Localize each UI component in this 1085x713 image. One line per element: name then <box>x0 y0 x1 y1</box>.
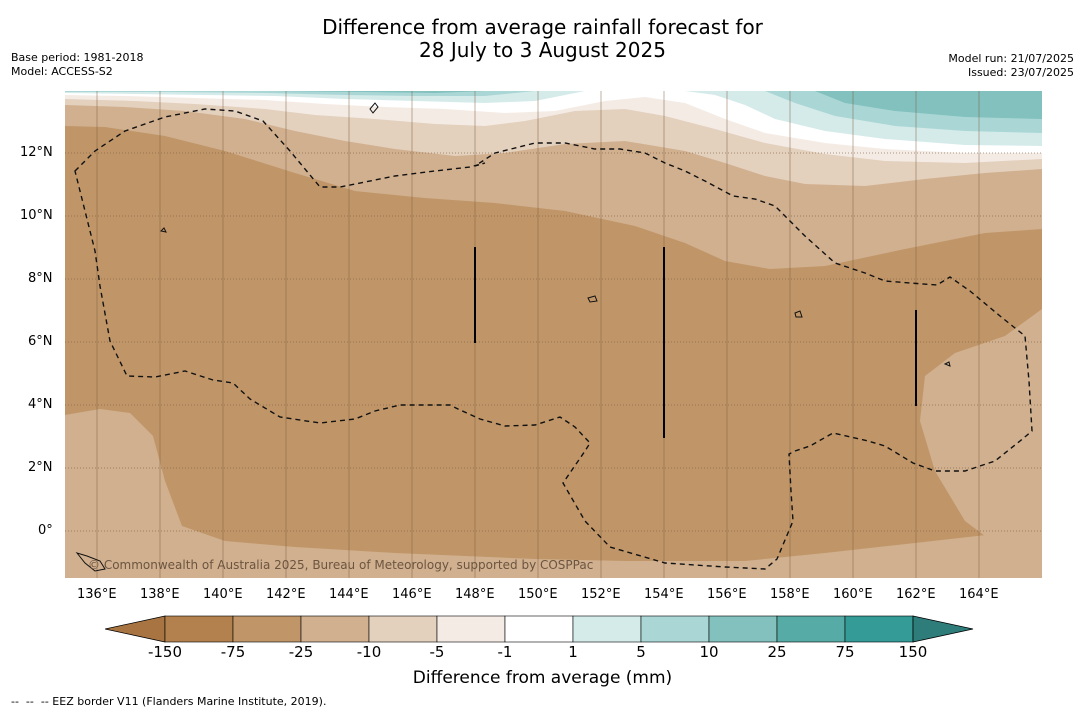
colorbar-end-low <box>104 615 166 643</box>
lon-label-136e: 136°E <box>77 587 117 602</box>
colorbar-tick-label: 150 <box>898 643 928 661</box>
colorbar <box>104 614 980 644</box>
colorbar-segment <box>164 615 234 643</box>
colorbar-tick-label: -25 <box>288 643 314 661</box>
colorbar-segment <box>572 615 642 643</box>
colorbar-tick-label: -1 <box>497 643 513 661</box>
colorbar-segment <box>776 615 846 643</box>
colorbar-tick-label: 10 <box>699 643 719 661</box>
lat-label-2n: 2°N <box>28 460 53 475</box>
latitude-grid <box>65 152 1042 532</box>
lat-label-8n: 8°N <box>28 271 53 286</box>
lon-label-150e: 150°E <box>518 587 558 602</box>
lon-label-160e: 160°E <box>833 587 873 602</box>
issued-text: Issued: 23/07/2025 <box>967 66 1074 79</box>
model-text: Model: ACCESS-S2 <box>11 65 113 78</box>
title-line-1: Difference from average rainfall forecas… <box>322 15 763 39</box>
lat-label-12n: 12°N <box>20 145 53 160</box>
colorbar-svg <box>104 615 974 643</box>
forecast-markers <box>474 247 917 438</box>
colorbar-tick-label: 25 <box>767 643 787 661</box>
region-dry-25-southwest <box>65 409 1042 578</box>
lon-label-148e: 148°E <box>455 587 495 602</box>
lon-label-158e: 158°E <box>770 587 810 602</box>
region-wet-25-west <box>65 91 485 93</box>
colorbar-segment <box>504 615 574 643</box>
eez-footnote: -- -- -- EEZ border V11 (Flanders Marine… <box>11 695 327 708</box>
model-run-text: Model run: 21/07/2025 <box>948 52 1074 65</box>
colorbar-tick-label: -5 <box>429 643 445 661</box>
colorbar-segment <box>640 615 710 643</box>
colorbar-tick-label: -10 <box>356 643 382 661</box>
rainfall-difference-map <box>65 91 1042 578</box>
lat-label-6n: 6°N <box>28 334 53 349</box>
region-wet-25 <box>755 91 1042 119</box>
colorbar-segment <box>844 615 914 643</box>
copyright-notice: © Commonwealth of Australia 2025, Bureau… <box>88 558 594 572</box>
colorbar-segment <box>368 615 438 643</box>
lat-label-0: 0° <box>38 523 53 538</box>
title-line-2: 28 July to 3 August 2025 <box>419 38 666 62</box>
colorbar-segment <box>300 615 370 643</box>
lon-label-140e: 140°E <box>203 587 243 602</box>
lon-label-162e: 162°E <box>896 587 936 602</box>
lon-label-146e: 146°E <box>392 587 432 602</box>
colorbar-tick-label: 5 <box>636 643 646 661</box>
colorbar-segment <box>708 615 778 643</box>
lon-label-154e: 154°E <box>644 587 684 602</box>
lon-label-164e: 164°E <box>959 587 999 602</box>
colorbar-segment <box>232 615 302 643</box>
lon-label-144e: 144°E <box>329 587 369 602</box>
region-wet-5 <box>65 91 1042 146</box>
lon-label-152e: 152°E <box>581 587 621 602</box>
lon-label-142e: 142°E <box>266 587 306 602</box>
map-svg <box>65 91 1042 578</box>
region-dry-25-southeast <box>920 309 1042 561</box>
colorbar-segments <box>104 615 974 643</box>
lat-label-10n: 10°N <box>20 208 53 223</box>
island-outlines <box>75 102 951 572</box>
longitude-grid <box>96 91 980 578</box>
colorbar-tick-label: 75 <box>835 643 855 661</box>
colorbar-segment <box>436 615 506 643</box>
colorbar-title: Difference from average (mm) <box>412 668 673 688</box>
lat-label-4n: 4°N <box>28 397 53 412</box>
lon-label-138e: 138°E <box>140 587 180 602</box>
colorbar-end-high <box>912 615 974 643</box>
colorbar-tick-label: 1 <box>568 643 578 661</box>
colorbar-tick-label: -75 <box>220 643 246 661</box>
base-period-text: Base period: 1981-2018 <box>11 51 144 64</box>
colorbar-tick-label: -150 <box>147 643 183 661</box>
lon-label-156e: 156°E <box>707 587 747 602</box>
eez-border <box>74 108 1033 570</box>
